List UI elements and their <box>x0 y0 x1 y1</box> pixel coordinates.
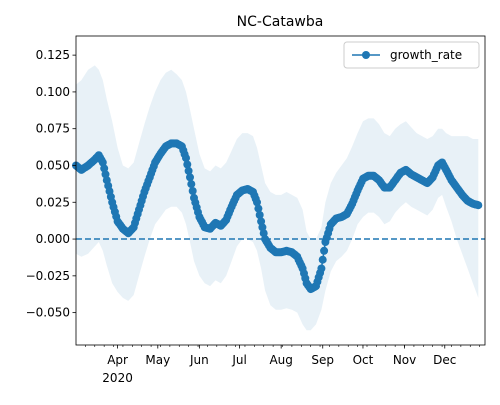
data-point <box>184 166 193 175</box>
data-point <box>317 264 326 273</box>
data-point <box>320 246 329 255</box>
series-markers <box>72 139 483 294</box>
x-tick-label: Nov <box>393 353 416 367</box>
data-point <box>253 198 261 207</box>
legend: growth_rate <box>343 41 480 69</box>
data-point <box>318 255 327 264</box>
legend-box <box>343 41 480 69</box>
x-tick-label: May <box>145 353 170 367</box>
legend-marker-swatch <box>362 51 370 59</box>
y-tick-label: 0.075 <box>36 122 70 136</box>
x-tick-label: Dec <box>433 353 456 367</box>
y-tick-label: −0.025 <box>26 269 70 283</box>
data-point <box>186 173 194 182</box>
data-point <box>182 154 190 163</box>
x-tick-label: Oct <box>353 353 374 367</box>
data-point <box>254 204 263 213</box>
y-tick-label: 0.100 <box>36 85 70 99</box>
x-tick-label: Sep <box>311 353 334 367</box>
axes-frame <box>75 35 486 346</box>
data-point <box>187 180 196 189</box>
data-point <box>474 201 483 210</box>
x-tick-label: Aug <box>269 353 292 367</box>
data-point <box>183 160 192 169</box>
data-point <box>255 211 264 219</box>
x-tick-label: Apr <box>107 353 128 367</box>
chart-title: NC-Catawba <box>237 14 324 30</box>
y-tick-label: 0.050 <box>36 158 70 172</box>
y-tick-label: 0.000 <box>36 232 70 246</box>
y-tick-label: 0.025 <box>36 195 70 209</box>
axes: −0.050 −0.025 0.000 0.025 0.050 0.075 0.100 0.1… <box>26 35 486 385</box>
legend-label: growth_rate <box>390 48 462 62</box>
x-year-label: 2020 <box>102 371 133 385</box>
x-tick-label: Jul <box>231 353 246 367</box>
x-tick-label: Jun <box>189 353 209 367</box>
y-tick-label: 0.125 <box>36 48 70 62</box>
data-point <box>188 187 197 195</box>
plot-area <box>72 65 485 331</box>
y-tick-label: −0.050 <box>26 306 70 320</box>
confidence-band <box>76 65 479 331</box>
